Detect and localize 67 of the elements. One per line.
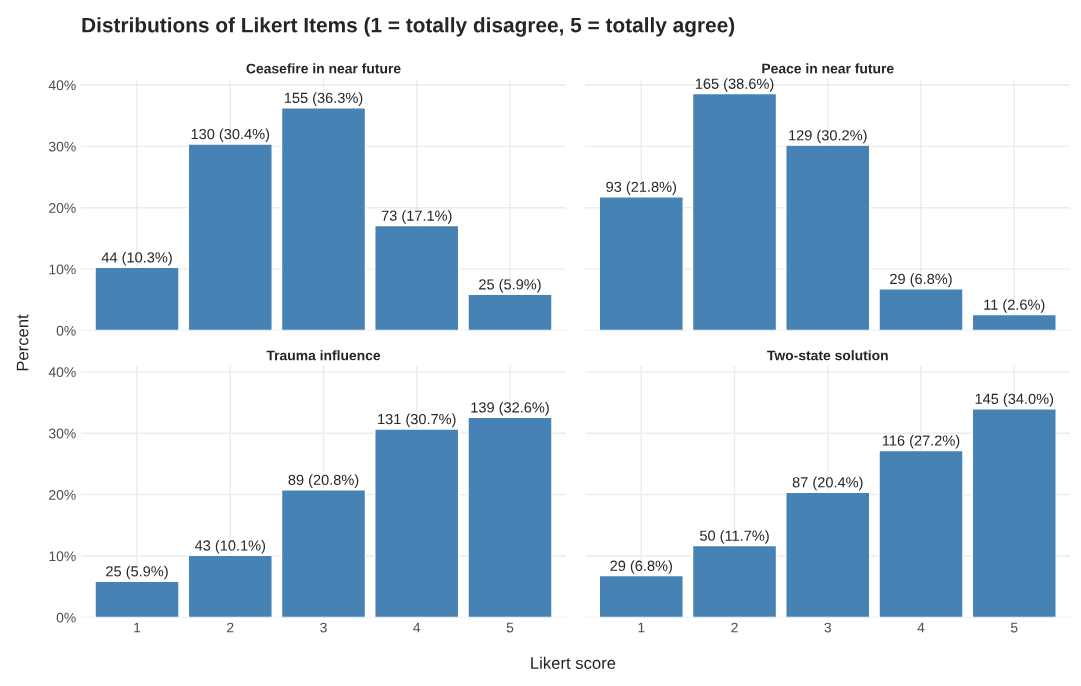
bar bbox=[467, 416, 553, 618]
chart-title: Distributions of Likert Items (1 = totally disagree, 5 = totally agree) bbox=[82, 17, 735, 37]
bar bbox=[785, 144, 871, 331]
chart-subtitle: Trauma influence bbox=[266, 350, 381, 361]
data-label: 139 (32.6%) bbox=[471, 401, 549, 416]
bar bbox=[785, 491, 871, 618]
y-tick-label: 20% bbox=[49, 203, 76, 213]
bar bbox=[187, 554, 273, 618]
data-label: 87 (20.4%) bbox=[792, 476, 863, 491]
data-label: 50 (11.7%) bbox=[699, 530, 769, 544]
data-label: 11 (2.6%) bbox=[984, 299, 1045, 313]
data-label: 116 (27.2%) bbox=[882, 435, 960, 449]
y-axis-title: Percent bbox=[16, 314, 29, 371]
bar bbox=[971, 313, 1057, 331]
data-label: 73 (17.1%) bbox=[381, 210, 452, 224]
data-label: 165 (38.6%) bbox=[695, 78, 774, 92]
data-label: 131 (30.7%) bbox=[378, 413, 456, 428]
bar bbox=[878, 288, 964, 331]
bar bbox=[691, 544, 778, 618]
bar bbox=[94, 266, 180, 331]
x-tick-label: 2 bbox=[731, 622, 738, 633]
y-tick-label: 20% bbox=[49, 489, 76, 500]
y-tick-label: 10% bbox=[49, 551, 76, 562]
x-tick-label: 3 bbox=[320, 622, 327, 633]
bar bbox=[94, 580, 180, 618]
x-tick-label: 4 bbox=[413, 622, 421, 633]
bar bbox=[187, 143, 273, 331]
x-tick-label: 2 bbox=[227, 622, 234, 633]
data-label: 25 (5.9%) bbox=[479, 278, 541, 293]
bar bbox=[971, 408, 1057, 618]
data-label: 130 (30.4%) bbox=[191, 128, 270, 143]
data-label: 155 (36.3%) bbox=[284, 92, 363, 106]
data-label: 93 (21.8%) bbox=[606, 181, 677, 195]
x-tick-label: 5 bbox=[506, 622, 514, 633]
bar bbox=[878, 449, 964, 618]
data-label: 89 (20.8%) bbox=[288, 474, 359, 488]
data-label: 145 (34.0%) bbox=[975, 393, 1054, 407]
bar bbox=[467, 293, 553, 331]
x-tick-label: 5 bbox=[1010, 622, 1018, 633]
y-tick-label: 30% bbox=[48, 141, 76, 152]
x-tick-label: 4 bbox=[917, 622, 925, 633]
bar bbox=[280, 489, 367, 618]
chart-subtitle: Peace in near future bbox=[762, 63, 894, 74]
y-tick-label: 0% bbox=[56, 612, 76, 623]
data-label: 29 (6.8%) bbox=[890, 273, 952, 287]
y-tick-label: 40% bbox=[48, 80, 76, 91]
bar bbox=[280, 107, 367, 331]
bar bbox=[691, 92, 778, 331]
data-label: 29 (6.8%) bbox=[610, 560, 672, 574]
data-label: 43 (10.1%) bbox=[194, 539, 266, 554]
x-tick-label: 1 bbox=[134, 622, 141, 633]
y-tick-label: 0% bbox=[56, 325, 76, 336]
data-label: 25 (5.9%) bbox=[106, 565, 168, 580]
x-tick-label: 1 bbox=[638, 622, 645, 633]
x-tick-label: 3 bbox=[824, 622, 832, 633]
y-tick-label: 10% bbox=[49, 264, 76, 275]
x-axis-title: Likert score bbox=[531, 656, 616, 669]
y-tick-label: 30% bbox=[48, 428, 76, 439]
bar bbox=[374, 224, 460, 331]
chart-subtitle: Two-state solution bbox=[767, 350, 888, 361]
y-tick-label: 40% bbox=[48, 367, 76, 378]
chart-subtitle: Ceasefire in near future bbox=[246, 63, 401, 74]
bar bbox=[374, 428, 460, 618]
data-label: 44 (10.3%) bbox=[101, 251, 172, 266]
bar bbox=[598, 196, 684, 331]
data-label: 129 (30.2%) bbox=[789, 129, 867, 144]
bar bbox=[598, 574, 684, 618]
